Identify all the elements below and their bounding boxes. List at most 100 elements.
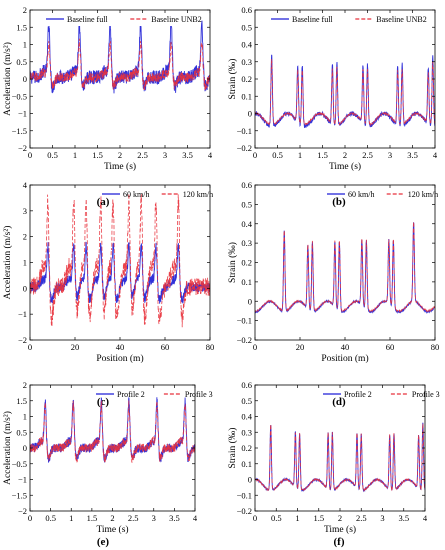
x-tick-label-a: 4 xyxy=(208,150,213,160)
y-tick-label-f: 0 xyxy=(248,475,252,485)
y-tick-label-c: −1 xyxy=(18,309,27,319)
chart-panel-b: 0 0.5 1 1.5 2 2.5 3 3.5 4 −0.2 −0.1 0 0.1 0.2 0.3 0.4 0.… xyxy=(227,5,438,172)
x-tick-label-b: 1 xyxy=(298,150,302,160)
x-tick-label-e: 3 xyxy=(152,513,156,523)
series-line-d-1 xyxy=(255,222,435,315)
x-tick-label-c: 60 xyxy=(161,342,170,352)
y-tick-label-a: −1.5 xyxy=(12,126,27,136)
y-tick-label-f: −0.2 xyxy=(237,506,252,516)
x-tick-label-b: 2 xyxy=(343,150,347,160)
x-tick-label-c: 20 xyxy=(71,342,80,352)
x-tick-label-e: 0.5 xyxy=(45,513,56,523)
x-tick-label-b: 0.5 xyxy=(272,150,283,160)
x-axis-label-f: Time (s) xyxy=(324,524,356,535)
panel-caption-f: (f) xyxy=(334,536,345,548)
y-tick-label-e: 1 xyxy=(23,412,27,422)
y-tick-label-a: −1 xyxy=(18,109,27,119)
y-tick-label-d: 0.3 xyxy=(241,238,252,248)
x-tick-label-e: 0 xyxy=(28,513,32,523)
series-line-e-1 xyxy=(30,397,195,463)
y-axis-label-b: Strain (‰) xyxy=(227,59,238,100)
x-tick-label-e: 2 xyxy=(110,513,114,523)
legend-c: 60 km/h 120 km/h xyxy=(102,190,213,199)
y-tick-label-a: −0.5 xyxy=(12,91,27,101)
series-line-e-2 xyxy=(30,400,195,464)
x-tick-label-c: 0 xyxy=(28,342,32,352)
series-line-c-2 xyxy=(30,193,210,328)
chart-panel-d: 0 20 40 60 80 −0.2 −0.1 0 0.1 0.2 0.3 0.4 0.5 0.6 Posi… xyxy=(227,180,439,364)
y-tick-label-f: −0.1 xyxy=(237,490,252,500)
x-tick-label-d: 0 xyxy=(253,342,257,352)
x-axis-label-e: Time (s) xyxy=(96,524,128,535)
y-tick-label-e: −1.5 xyxy=(12,490,27,500)
x-tick-label-e: 1.5 xyxy=(87,513,98,523)
x-tick-label-d: 60 xyxy=(386,342,395,352)
y-tick-label-c: 2 xyxy=(23,232,27,242)
y-tick-label-c: 0 xyxy=(23,283,27,293)
y-axis-label-f: Strain (‰) xyxy=(227,428,238,469)
y-tick-label-e: 0.5 xyxy=(16,427,27,437)
y-tick-label-a: 1 xyxy=(23,40,27,50)
y-tick-label-f: 0.1 xyxy=(241,459,252,469)
y-axis-label-e: Acceleration (m/s²) xyxy=(2,411,13,485)
y-tick-label-c: 1 xyxy=(23,258,27,268)
y-axis-label-c: Acceleration (m/s²) xyxy=(2,226,13,300)
legend-f: Profile 2 Profile 3 xyxy=(323,390,440,399)
x-tick-label-d: 40 xyxy=(341,342,350,352)
legend-e: Profile 2 Profile 3 xyxy=(96,390,213,399)
x-tick-label-f: 1.5 xyxy=(313,513,324,523)
y-tick-label-f: 0.5 xyxy=(241,396,252,406)
panel-caption-e: (e) xyxy=(97,536,110,548)
y-tick-label-c: −2 xyxy=(18,335,27,345)
y-tick-label-e: 0 xyxy=(23,443,27,453)
x-tick-label-b: 0 xyxy=(253,150,257,160)
y-tick-label-f: 0.2 xyxy=(241,443,252,453)
y-tick-label-b: 0.2 xyxy=(241,74,252,84)
y-tick-label-a: 2 xyxy=(23,5,27,15)
y-tick-label-a: 0 xyxy=(23,74,27,84)
x-tick-label-f: 2 xyxy=(338,513,342,523)
x-axis-label-b: Time (s) xyxy=(329,161,361,172)
y-tick-label-a: 0.5 xyxy=(16,57,27,67)
y-tick-label-e: −2 xyxy=(18,506,27,516)
x-tick-label-b: 3.5 xyxy=(407,150,418,160)
plot-frame-b xyxy=(254,9,436,149)
legend-box-a xyxy=(42,13,198,26)
y-tick-label-f: 0.4 xyxy=(241,412,252,422)
y-tick-label-a: 1.5 xyxy=(16,22,27,32)
y-tick-label-d: −0.2 xyxy=(237,335,252,345)
y-tick-label-b: 0 xyxy=(248,109,252,119)
x-tick-label-d: 80 xyxy=(431,342,440,352)
y-tick-label-e: −1 xyxy=(18,475,27,485)
chart-panel-a: 0 0.5 1 1.5 2 2.5 3 3.5 4−2−1.5−1−0.500.511.52Ti… xyxy=(2,5,213,172)
legend-a: Baseline full Baseline UNB2 xyxy=(42,13,202,26)
legend-label-a-1: Baseline full xyxy=(67,15,108,24)
chart-panel-c: 0 20 40 60 80 −2 −1 0 1 2 3 4 Position (m) Accelerati… xyxy=(2,180,214,364)
plot-frame-d xyxy=(254,184,436,341)
panel-caption-a: (a) xyxy=(97,196,110,208)
y-tick-label-f: 0.6 xyxy=(241,380,252,390)
y-tick-label-d: 0.2 xyxy=(241,258,252,268)
panel-caption-c: (c) xyxy=(97,396,110,408)
y-tick-label-d: 0 xyxy=(248,296,252,306)
x-axis-label-d: Position (m) xyxy=(321,353,368,364)
y-tick-label-f: 0.3 xyxy=(241,427,252,437)
series-line-c-1 xyxy=(30,241,210,304)
y-axis-label-d: Strain (‰) xyxy=(227,242,238,283)
x-tick-label-e: 3.5 xyxy=(169,513,180,523)
chart-panel-f: 0 0.5 1 1.5 2 2.5 3 3.5 4 −0.2 −0.1 0 0.1 0.2 0.3 0.4 0.… xyxy=(227,380,440,535)
y-tick-label-b: −0.1 xyxy=(237,126,252,136)
panel-caption-b: (b) xyxy=(332,196,346,208)
series-line-a-1 xyxy=(30,18,210,94)
chart-panel-e: 0 0.5 1 1.5 2 2.5 3 3.5 4−2−1.5−1−0.500.511.52Ti… xyxy=(2,380,213,535)
series-line-f-1 xyxy=(255,422,425,493)
x-tick-label-f: 0.5 xyxy=(271,513,282,523)
y-tick-label-d: 0.4 xyxy=(241,219,252,229)
x-axis-label-c: Position (m) xyxy=(96,353,143,364)
x-tick-label-b: 2.5 xyxy=(362,150,373,160)
legend-box-b xyxy=(267,13,423,26)
legend-d: 60 km/h 120 km/h xyxy=(327,190,438,199)
legend-label-e-1: Profile 2 xyxy=(117,390,145,399)
y-tick-label-c: 4 xyxy=(23,180,28,190)
